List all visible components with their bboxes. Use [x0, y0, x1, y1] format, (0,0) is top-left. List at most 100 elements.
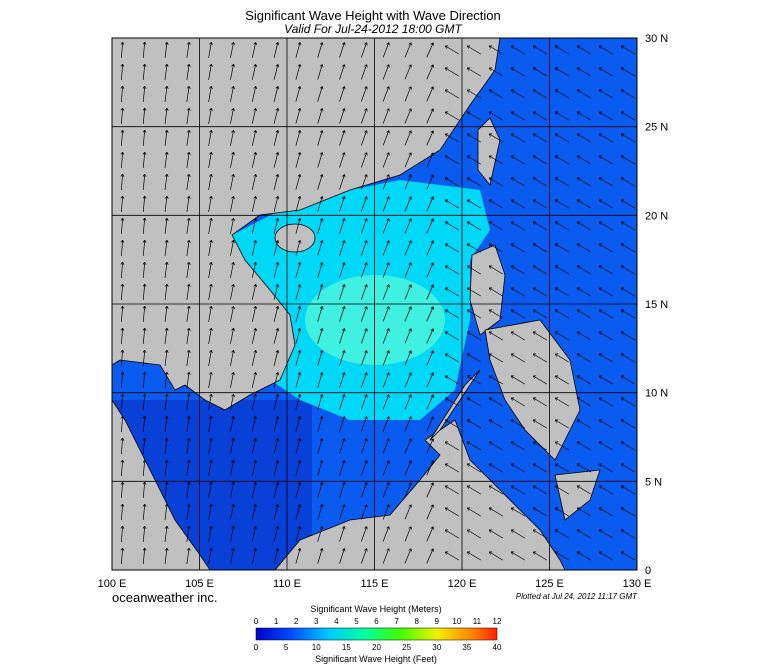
arrow	[466, 287, 482, 297]
feet-tick: 30	[432, 643, 441, 652]
arrow	[317, 108, 324, 124]
meters-tick: 12	[493, 617, 502, 626]
arrow	[164, 173, 169, 190]
arrow	[230, 503, 235, 520]
arrow	[273, 525, 280, 542]
arrow	[273, 239, 280, 256]
arrow	[554, 67, 570, 77]
arrow	[598, 375, 614, 385]
arrow	[576, 331, 592, 341]
arrow	[273, 217, 280, 234]
arrow	[444, 177, 460, 187]
arrow	[598, 265, 614, 275]
arrow	[598, 397, 614, 407]
arrow	[295, 350, 302, 366]
arrow	[295, 284, 302, 300]
arrow	[444, 243, 460, 253]
arrow	[426, 504, 434, 520]
arrow	[532, 529, 548, 539]
arrow	[164, 283, 169, 300]
arrow	[598, 133, 614, 143]
arrow	[339, 328, 346, 344]
arrow	[426, 262, 434, 278]
arrow	[404, 42, 412, 58]
arrow	[510, 309, 526, 319]
arrow	[382, 372, 390, 388]
arrow	[466, 111, 482, 121]
arrow	[360, 394, 368, 410]
arrow	[208, 327, 213, 344]
arrow	[576, 45, 592, 55]
arrow	[554, 551, 570, 561]
arrow	[554, 265, 570, 275]
arrow	[554, 45, 570, 55]
arrow	[576, 375, 592, 385]
arrow	[466, 529, 482, 539]
arrow	[208, 459, 213, 476]
arrow	[142, 459, 147, 476]
arrow	[382, 130, 390, 146]
arrow	[404, 64, 412, 80]
arrow	[339, 482, 346, 498]
arrow	[317, 152, 324, 168]
arrow	[382, 460, 390, 476]
arrow	[186, 107, 191, 124]
arrow	[576, 243, 592, 253]
arrow	[576, 309, 592, 319]
arrow	[620, 177, 636, 187]
arrow	[360, 262, 368, 278]
arrow	[339, 504, 346, 520]
arrow	[404, 526, 412, 542]
arrow	[317, 438, 324, 454]
meters-tick: 4	[334, 617, 339, 626]
arrow	[317, 130, 324, 146]
arrow	[186, 63, 191, 80]
arrow	[164, 217, 169, 234]
arrow	[142, 393, 147, 410]
arrow	[164, 129, 169, 146]
arrow	[488, 45, 504, 55]
arrow	[426, 350, 434, 366]
arrow	[208, 349, 213, 366]
arrow	[510, 419, 526, 429]
arrow	[466, 243, 482, 253]
arrow	[273, 261, 280, 278]
arrow	[186, 503, 191, 520]
arrow	[186, 85, 191, 102]
arrow	[186, 415, 191, 432]
arrow	[466, 265, 482, 275]
arrow	[142, 415, 147, 432]
arrow	[598, 441, 614, 451]
arrow	[120, 305, 125, 323]
arrow	[273, 481, 280, 498]
arrow	[339, 152, 346, 168]
arrow	[251, 481, 258, 498]
arrow	[620, 155, 636, 165]
arrow	[317, 86, 324, 102]
arrow	[164, 85, 169, 102]
arrow	[382, 64, 390, 80]
arrow	[360, 284, 368, 300]
arrow	[620, 353, 636, 363]
arrow	[444, 287, 460, 297]
arrow	[251, 415, 258, 432]
arrow	[164, 371, 169, 388]
arrow	[426, 482, 434, 498]
arrow	[554, 507, 570, 517]
arrow	[251, 195, 258, 212]
arrow	[404, 548, 412, 564]
arrow	[251, 547, 258, 564]
arrow	[382, 174, 390, 190]
arrow	[230, 305, 235, 322]
arrow	[230, 85, 235, 102]
arrow	[404, 482, 412, 498]
arrow	[230, 547, 235, 564]
arrow	[339, 86, 346, 102]
arrow	[120, 107, 125, 125]
arrow	[444, 309, 460, 319]
arrow	[382, 394, 390, 410]
arrow	[404, 416, 412, 432]
arrow	[466, 221, 482, 231]
arrow	[620, 243, 636, 253]
arrow	[230, 195, 235, 212]
